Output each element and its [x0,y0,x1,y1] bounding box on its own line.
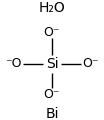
Text: O⁻: O⁻ [44,26,60,39]
Text: Si: Si [46,57,58,71]
Text: H₂O: H₂O [39,1,65,15]
Text: O⁻: O⁻ [82,57,99,70]
Text: O⁻: O⁻ [44,88,60,101]
Text: Bi: Bi [45,107,59,120]
Text: ⁻O: ⁻O [5,57,22,70]
